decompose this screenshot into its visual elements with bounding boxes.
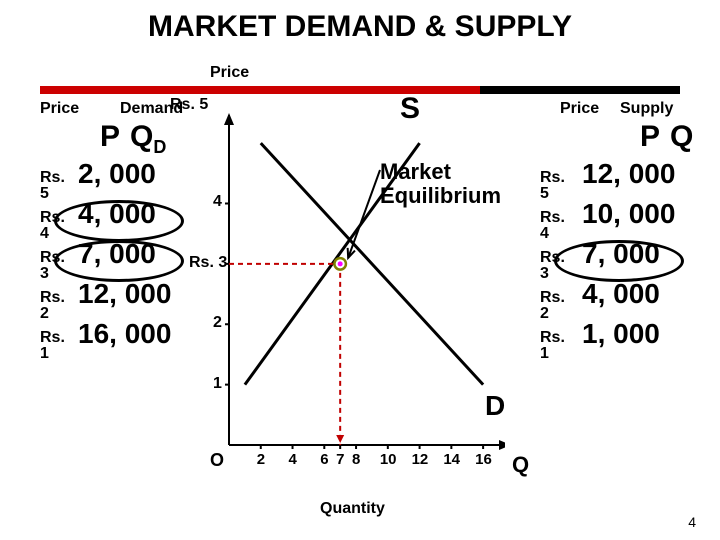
ytick-4: 4 — [213, 193, 222, 211]
ytick-rs3: Rs. 3 — [189, 254, 227, 272]
col-p-left: P — [100, 120, 120, 154]
axis-label-price: Price — [210, 64, 249, 82]
highlight-ring — [554, 240, 684, 282]
col-q-right: Q — [670, 120, 693, 154]
supply-price-header: Price — [560, 100, 599, 118]
q-axis-label: Q — [512, 452, 529, 478]
page-number: 4 — [688, 514, 696, 530]
xtick-8: 8 — [352, 451, 360, 468]
axis-label-quantity: Quantity — [320, 500, 385, 518]
xtick-6: 6 — [320, 451, 328, 468]
xtick-10: 10 — [380, 451, 397, 468]
supply-demand-chart — [215, 105, 505, 455]
highlight-ring — [54, 200, 184, 242]
page-title: MARKET DEMAND & SUPPLY — [0, 10, 720, 44]
highlight-ring — [54, 240, 184, 282]
col-p-right: P — [640, 120, 660, 154]
rs5-overlay: Rs. 5 — [170, 96, 208, 114]
xtick-7: 7 — [336, 451, 344, 468]
col-qd: QD — [130, 120, 166, 158]
ytick-2: 2 — [213, 314, 222, 332]
xtick-12: 12 — [412, 451, 429, 468]
xtick-16: 16 — [475, 451, 492, 468]
ytick-1: 1 — [213, 375, 222, 393]
xtick-14: 14 — [443, 451, 460, 468]
xtick-4: 4 — [289, 451, 297, 468]
xtick-2: 2 — [257, 451, 265, 468]
demand-price-header: Price — [40, 100, 79, 118]
supply-header: Supply — [620, 100, 673, 118]
title-rule — [40, 86, 680, 94]
slide: { "title": "MARKET DEMAND & SUPPLY", "ax… — [0, 0, 720, 540]
